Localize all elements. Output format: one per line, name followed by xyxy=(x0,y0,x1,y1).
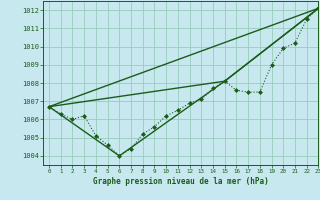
X-axis label: Graphe pression niveau de la mer (hPa): Graphe pression niveau de la mer (hPa) xyxy=(93,177,269,186)
